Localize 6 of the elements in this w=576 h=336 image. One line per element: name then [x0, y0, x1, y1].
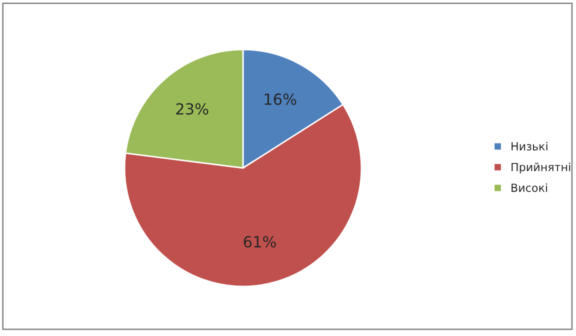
data-label: 16%	[264, 93, 296, 105]
data-label: 23%	[176, 103, 208, 115]
legend-label: Низькі	[512, 142, 548, 150]
data-label: 61%	[244, 236, 276, 248]
legend-label: Прийнятні	[512, 162, 570, 174]
legend-label: Високі	[512, 183, 548, 192]
